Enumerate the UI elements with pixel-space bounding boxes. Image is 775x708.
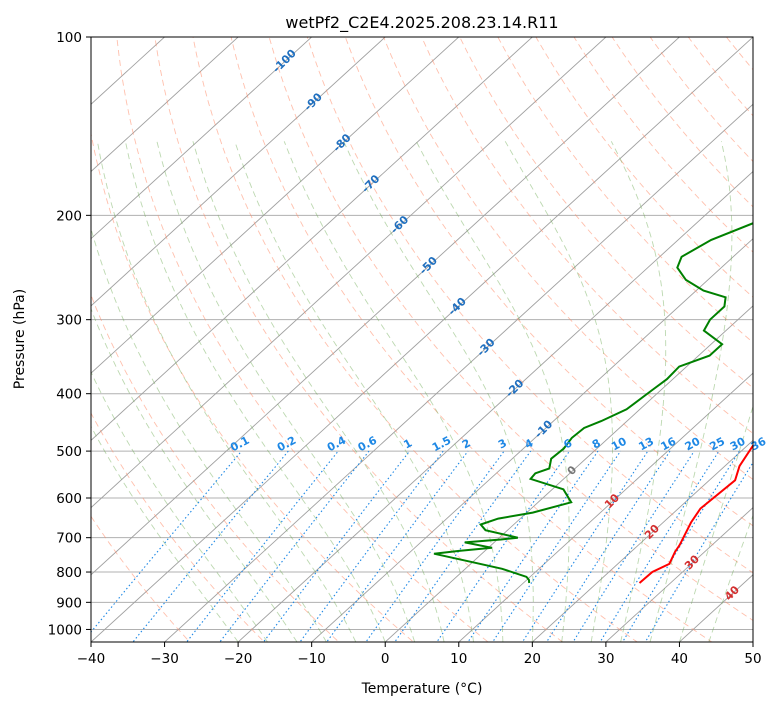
mixing-ratio-line xyxy=(436,450,570,642)
y-tick-label: 200 xyxy=(56,208,82,224)
x-tick-label: 10 xyxy=(450,651,467,667)
moist-adiabat-line xyxy=(678,404,753,642)
moist-adiabat-line xyxy=(91,307,298,642)
mixing-ratio-label: 10 xyxy=(609,435,629,454)
dry-adiabat-line xyxy=(91,412,265,642)
mixing-ratio-line xyxy=(394,450,532,642)
dry-adiabat-line xyxy=(268,37,753,622)
dry-adiabat-line xyxy=(459,37,753,389)
isotherm-line xyxy=(91,37,534,441)
isotherm-line xyxy=(605,506,753,642)
mixing-ratio-line xyxy=(545,450,671,642)
moist-adiabat-line xyxy=(192,141,445,642)
axis-ticks: −40 −30 −20 −10 0 10 20 30 40 50 100 200 300 400 500 60… xyxy=(48,30,762,667)
dry-adiabat-line xyxy=(383,37,753,481)
x-tick-label: 20 xyxy=(524,651,541,667)
y-tick-label: 900 xyxy=(56,595,82,611)
isotherm-line xyxy=(91,37,386,307)
y-tick-label: 800 xyxy=(56,565,82,581)
mixing-ratio-line xyxy=(185,450,339,642)
dry-adiabat-line xyxy=(497,37,753,343)
dry-adiabat-line xyxy=(154,37,564,642)
mixing-ratio-line xyxy=(219,450,370,642)
dry-adiabat-line xyxy=(535,37,753,298)
moist-adiabat-line xyxy=(708,514,753,642)
background-lines xyxy=(91,37,753,642)
moist-adiabat-line xyxy=(91,227,327,642)
x-tick-label: 40 xyxy=(671,651,688,667)
y-tick-label: 300 xyxy=(56,313,82,329)
isotherm-line xyxy=(163,103,753,642)
y-tick-label: 500 xyxy=(56,444,82,460)
isotherm-line xyxy=(237,170,753,642)
mixing-ratio-label: 30 xyxy=(728,435,748,454)
dry-adiabat-line xyxy=(91,293,340,642)
mixing-ratio-line xyxy=(644,461,753,642)
moist-adiabat-line xyxy=(343,141,534,642)
mixing-ratio-label: 36 xyxy=(749,435,769,454)
x-tick-label: 50 xyxy=(744,651,761,667)
x-tick-label: −30 xyxy=(150,651,179,667)
y-axis-label: Pressure (hPa) xyxy=(12,289,28,389)
y-tick-label: 400 xyxy=(56,387,82,403)
dry-adiabat-line xyxy=(573,37,753,253)
moist-adiabat-line xyxy=(96,141,357,642)
mixing-ratio-label: 16 xyxy=(659,435,679,454)
temperature-profile-line xyxy=(638,443,753,584)
isotherm-line xyxy=(91,37,607,509)
mixing-ratio-label: 20 xyxy=(683,435,703,454)
x-tick-label: 30 xyxy=(597,651,614,667)
moist-adiabat-line xyxy=(124,141,386,642)
isotherm-line xyxy=(531,439,753,642)
mixing-ratio-label: 13 xyxy=(636,435,656,454)
y-tick-label: 700 xyxy=(56,531,82,547)
plot-frame xyxy=(90,36,754,643)
y-tick-label: 100 xyxy=(56,30,82,46)
dry-adiabat-line xyxy=(91,131,415,642)
isotherm-line xyxy=(91,37,681,576)
mixing-ratio-line xyxy=(262,450,410,642)
dry-adiabat-line xyxy=(306,37,753,574)
chart-title: wetPf2_C2E4.2025.208.23.14.R11 xyxy=(285,13,558,33)
dry-adiabat-line xyxy=(421,37,753,435)
dry-adiabat-line xyxy=(192,37,638,642)
mixing-ratio-line xyxy=(521,450,649,642)
x-tick-label: −10 xyxy=(297,651,326,667)
mixing-ratio-line xyxy=(365,450,505,642)
dewpoint-profile-line xyxy=(433,222,753,584)
x-tick-label: −40 xyxy=(77,651,106,667)
y-tick-label: 1000 xyxy=(48,622,82,638)
mixing-ratio-line xyxy=(467,450,599,642)
moist-adiabat-line xyxy=(156,141,416,642)
moist-adiabat-line xyxy=(610,141,667,642)
isotherm-line xyxy=(91,37,753,642)
moist-adiabat-line xyxy=(649,141,733,642)
moist-adiabat-line xyxy=(234,141,474,642)
y-tick-label: 600 xyxy=(56,491,82,507)
isotherm-line xyxy=(91,37,313,240)
x-tick-label: 0 xyxy=(381,651,390,667)
isotherm-line xyxy=(458,372,753,642)
x-tick-label: −20 xyxy=(224,651,253,667)
x-axis-label: Temperature (°C) xyxy=(361,681,483,697)
dry-adiabat-line xyxy=(116,37,489,642)
isotherm-line xyxy=(311,238,753,642)
mixing-ratio-label: 25 xyxy=(707,435,727,454)
mixing-ratio-line xyxy=(492,450,622,642)
isotherm-line xyxy=(91,37,460,374)
series-layer xyxy=(433,222,753,584)
isotherm-line xyxy=(91,37,239,173)
moist-adiabat-line xyxy=(283,141,504,642)
